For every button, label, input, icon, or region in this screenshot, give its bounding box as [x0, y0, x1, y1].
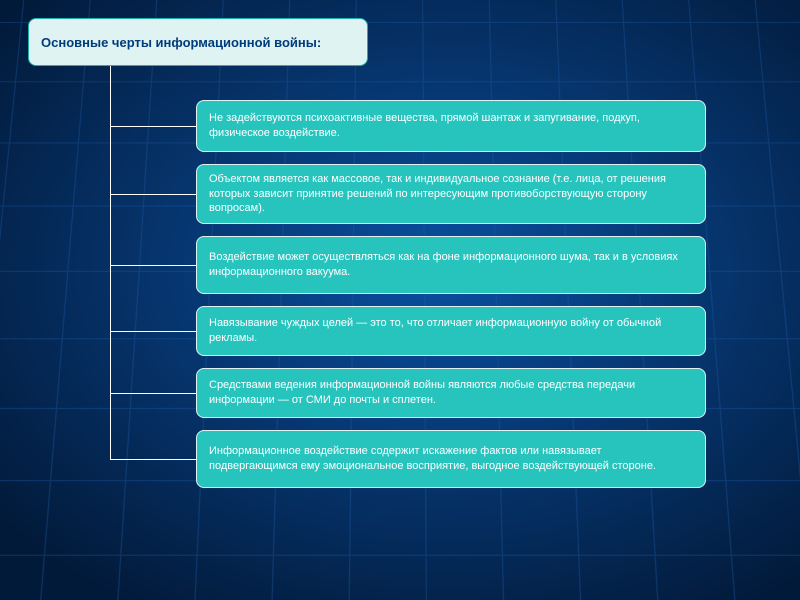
- connector-branch: [110, 331, 196, 332]
- title-box: Основные черты информационной войны:: [28, 18, 368, 66]
- background-grid: [0, 0, 800, 600]
- feature-text: Объектом является как массовое, так и ин…: [209, 172, 693, 217]
- feature-text: Не задействуются психоактивные вещества,…: [209, 111, 693, 141]
- connector-branch: [110, 393, 196, 394]
- connector-branch: [110, 194, 196, 195]
- feature-box: Средствами ведения информационной войны …: [196, 368, 706, 418]
- connector-branch: [110, 459, 196, 460]
- feature-box: Объектом является как массовое, так и ин…: [196, 164, 706, 224]
- diagram-canvas: Основные черты информационной войны: Не з…: [0, 0, 800, 600]
- connector-trunk: [110, 66, 111, 459]
- connector-branch: [110, 126, 196, 127]
- connector-branch: [110, 265, 196, 266]
- title-text: Основные черты информационной войны:: [41, 35, 321, 50]
- feature-box: Не задействуются психоактивные вещества,…: [196, 100, 706, 152]
- feature-text: Средствами ведения информационной войны …: [209, 378, 693, 408]
- feature-text: Воздействие может осуществляться как на …: [209, 250, 693, 280]
- feature-box: Навязывание чуждых целей — это то, что о…: [196, 306, 706, 356]
- feature-box: Воздействие может осуществляться как на …: [196, 236, 706, 294]
- feature-box: Информационное воздействие содержит иска…: [196, 430, 706, 488]
- feature-text: Информационное воздействие содержит иска…: [209, 444, 693, 474]
- feature-text: Навязывание чуждых целей — это то, что о…: [209, 316, 693, 346]
